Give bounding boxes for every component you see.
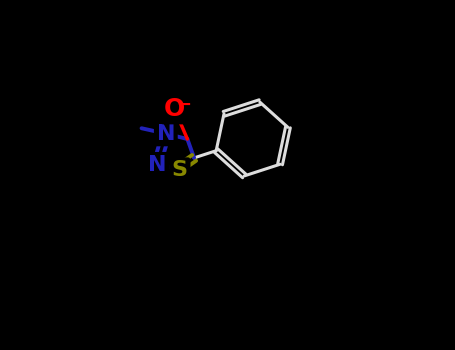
Text: S: S [172,160,188,180]
Text: N: N [157,124,175,144]
Text: −: − [176,96,191,114]
Text: N: N [148,155,167,175]
Text: O: O [163,97,185,121]
